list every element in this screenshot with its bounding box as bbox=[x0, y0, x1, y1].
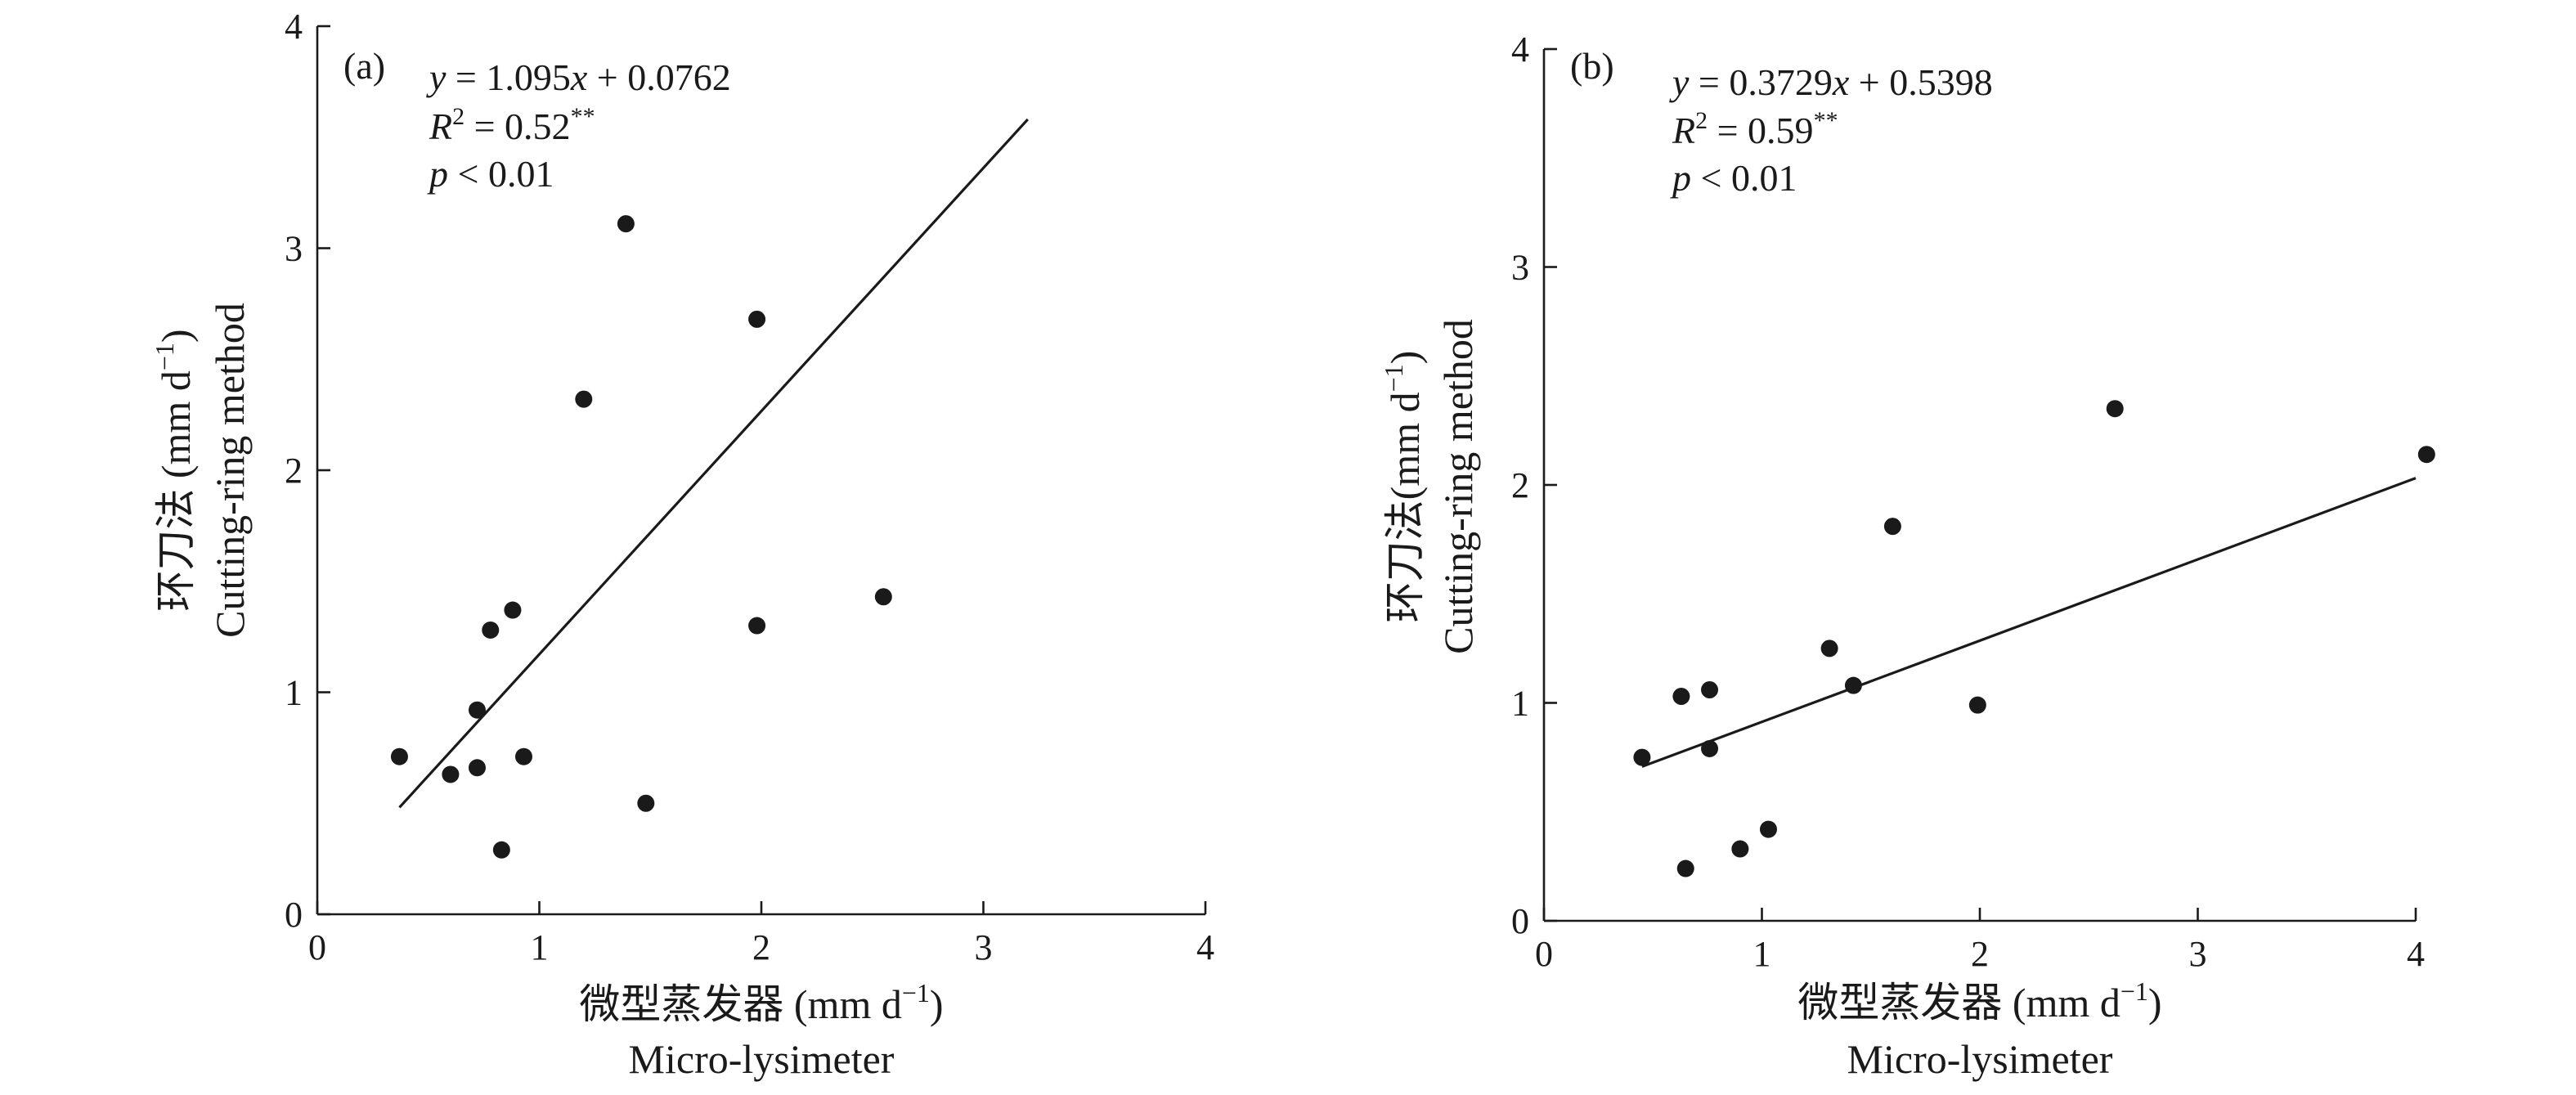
panel-a-x-title-en: Micro-lysimeter bbox=[629, 1036, 895, 1082]
panel-a-x-tick-label: 0 bbox=[308, 927, 326, 967]
panel-b-data-point bbox=[1731, 840, 1749, 858]
panel-b-data-point bbox=[1968, 696, 1986, 714]
panel-a-marks bbox=[390, 118, 1029, 859]
panel-a-data-point bbox=[442, 765, 460, 783]
panel-a-r-squared: R2 = 0.52** bbox=[429, 103, 595, 147]
panel-b-y-tick-label: 0 bbox=[1511, 901, 1529, 941]
panel-a-x-tick-label: 3 bbox=[975, 927, 993, 967]
panel-a-equation: y = 1.095x + 0.0762 bbox=[426, 56, 731, 98]
panel-a-data-point bbox=[468, 759, 486, 777]
panel-b-data-point bbox=[1633, 748, 1651, 766]
panel-b-data-point bbox=[2417, 446, 2435, 464]
panel-a-data-point bbox=[390, 747, 408, 765]
panel-b-y-title-en: Cutting-ring method bbox=[1435, 319, 1481, 654]
panel-b-label: (b) bbox=[1570, 45, 1614, 87]
panel-a-data-point bbox=[637, 794, 655, 812]
panel-a-y-tick-label: 2 bbox=[285, 451, 303, 491]
panel-b-equation: y = 0.3729x + 0.5398 bbox=[1669, 61, 1993, 103]
panel-b: 0 1 2 3 4 0 1 2 3 4 (b) y = 0.3729x + 0.5398 R2 =… bbox=[1379, 29, 2435, 1082]
panel-a-p-value: p < 0.01 bbox=[427, 153, 554, 195]
panel-b-data-point bbox=[1701, 739, 1719, 757]
panel-b-data-point bbox=[1676, 859, 1694, 877]
panel-b-x-tick-label: 4 bbox=[2407, 934, 2425, 974]
panel-b-data-point bbox=[1883, 518, 1901, 536]
panel-b-x-tick-label: 1 bbox=[1753, 934, 1771, 974]
panel-b-p-value: p < 0.01 bbox=[1670, 157, 1797, 199]
panel-b-data-point bbox=[1844, 676, 1862, 694]
panel-a-data-point bbox=[482, 621, 500, 639]
panel-b-y-title-cn: 环刀法(mm d−1) bbox=[1379, 351, 1428, 623]
panel-b-x-title-en: Micro-lysimeter bbox=[1847, 1036, 2113, 1082]
panel-a-data-point bbox=[617, 215, 635, 233]
panel-b-data-point bbox=[2106, 400, 2124, 418]
panel-b-marks bbox=[1633, 400, 2435, 877]
panel-a-y-title-cn: 环刀法 (mm d−1) bbox=[150, 329, 199, 611]
panel-b-x-tick-label: 0 bbox=[1535, 934, 1553, 974]
panel-b-y-tick-label: 2 bbox=[1511, 465, 1529, 505]
panel-a-data-point bbox=[575, 390, 593, 408]
panel-a-data-point bbox=[748, 617, 766, 635]
panel-b-data-point bbox=[1672, 688, 1690, 706]
panel-b-y-tick-label: 3 bbox=[1511, 248, 1529, 288]
panel-a-data-point bbox=[492, 841, 510, 859]
panel-a-ticks: 0 1 2 3 4 0 1 2 3 4 bbox=[285, 7, 1214, 967]
panel-a-x-title-cn: 微型蒸发器 (mm d−1) bbox=[579, 978, 943, 1027]
panel-a-label: (a) bbox=[343, 45, 385, 87]
panel-a-regression-line bbox=[398, 118, 1029, 809]
panel-a-y-tick-label: 1 bbox=[285, 673, 303, 713]
panel-a-x-tick-label: 4 bbox=[1196, 927, 1214, 967]
panel-a-data-point bbox=[514, 747, 532, 765]
panel-a-x-tick-label: 2 bbox=[752, 927, 770, 967]
panel-a-y-tick-label: 3 bbox=[285, 229, 303, 269]
panel-a: 0 1 2 3 4 0 1 2 3 4 (a) y = 1.095x + 0.0762 R2 = … bbox=[150, 7, 1214, 1082]
panel-b-data-point bbox=[1759, 820, 1777, 838]
panel-a-data-point bbox=[504, 601, 522, 619]
panel-b-x-tick-label: 3 bbox=[2189, 934, 2207, 974]
panel-b-ticks: 0 1 2 3 4 0 1 2 3 4 bbox=[1511, 29, 2425, 974]
panel-b-regression-line bbox=[1641, 477, 2417, 768]
panel-a-y-tick-label: 4 bbox=[285, 7, 303, 47]
panel-a-y-title-en: Cutting-ring method bbox=[207, 303, 253, 638]
panel-a-x-tick-label: 1 bbox=[531, 927, 549, 967]
panel-a-data-point bbox=[468, 701, 486, 719]
panel-b-x-title-cn: 微型蒸发器 (mm d−1) bbox=[1797, 976, 2161, 1025]
panel-a-y-tick-label: 0 bbox=[285, 895, 303, 935]
panel-b-y-tick-label: 1 bbox=[1511, 684, 1529, 724]
panel-b-r-squared: R2 = 0.59** bbox=[1672, 107, 1838, 151]
panel-b-data-point bbox=[1701, 681, 1719, 699]
panel-b-x-tick-label: 2 bbox=[1971, 934, 1989, 974]
panel-a-data-point bbox=[748, 310, 766, 328]
panel-a-data-point bbox=[874, 588, 892, 606]
panel-b-data-point bbox=[1820, 639, 1838, 657]
panel-b-y-tick-label: 4 bbox=[1511, 29, 1529, 70]
